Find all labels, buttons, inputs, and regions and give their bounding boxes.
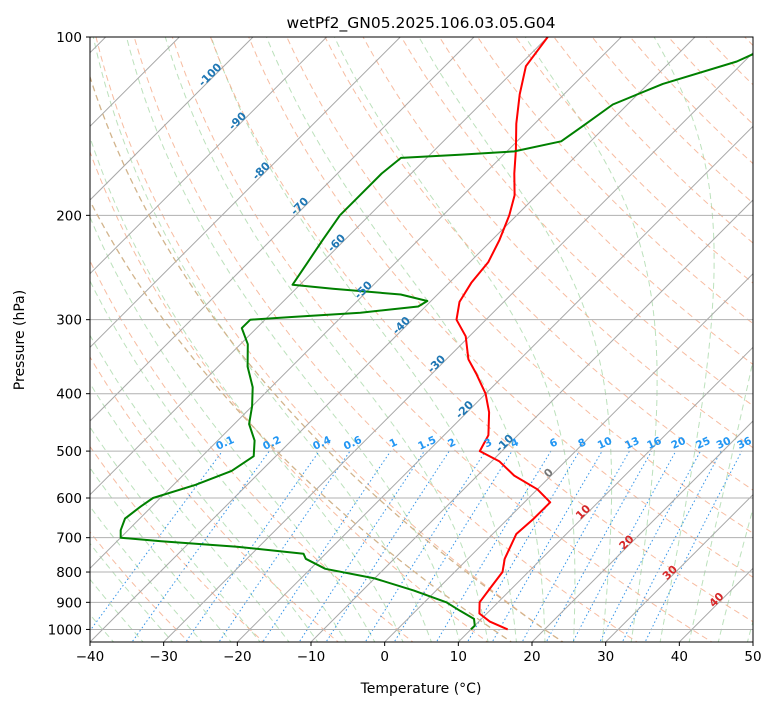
isobars (90, 37, 753, 630)
dry-adiabat-line (286, 37, 753, 534)
mixing-ratio-line (393, 450, 513, 642)
y-tick-label: 1000 (48, 622, 82, 638)
dry-adiabat-line (477, 37, 753, 325)
x-tick-label: 30 (597, 649, 614, 665)
x-tick-label: 10 (450, 649, 467, 665)
isotherm-line (90, 37, 328, 275)
moist-adiabat-line (653, 37, 715, 642)
y-tick-label: 200 (56, 208, 82, 224)
mixing-ratio-label: 25 (694, 435, 712, 452)
moist-adiabat-line (90, 279, 347, 642)
moist-adiabat-line (90, 135, 404, 642)
x-tick-label: −40 (76, 649, 105, 665)
mixing-ratio-label: 4 (509, 436, 521, 450)
x-tick-label: 20 (523, 649, 540, 665)
mixing-ratio-line (185, 450, 320, 642)
y-tick-label: 500 (56, 444, 82, 460)
x-tick-label: −20 (223, 649, 252, 665)
mixing-ratio-line (325, 450, 450, 642)
dewpoint-profile (119, 53, 753, 631)
y-tick-label: 800 (56, 565, 82, 581)
moist-adiabat-line (333, 37, 576, 642)
chart-title: wetPf2_GN05.2025.106.03.05.G04 (287, 14, 556, 33)
moist-adiabat-line (90, 382, 290, 642)
mixing-ratio-line (572, 450, 677, 642)
moist-adiabat-line (418, 37, 613, 642)
isotherm-line (604, 493, 753, 642)
dry-adiabat-line (90, 259, 414, 642)
x-tick-label: −30 (149, 649, 178, 665)
mixing-ratio-line (621, 450, 722, 642)
moist-adiabat-line (90, 215, 376, 642)
plot-area: 0.1 0.2 0.4 0.6 1 1.5 2 3 4 6 8 10 13 16 20 25 30 36-100-… (90, 37, 753, 642)
isotherm-line (383, 272, 753, 642)
isotherm-line (90, 37, 475, 422)
mixing-ratio-label: 16 (645, 435, 663, 452)
isotherm-line (90, 37, 254, 201)
mixing-ratio-label: 13 (623, 435, 641, 452)
dry-adiabat-line (248, 37, 753, 578)
y-tick-label: 400 (56, 387, 82, 403)
isotherm-line (236, 125, 753, 642)
mixing-ratio-label: 10 (596, 435, 614, 452)
isotherms (90, 37, 753, 642)
reference-curves (90, 74, 565, 642)
isotherm-line (90, 37, 402, 349)
isotherm-line (310, 199, 753, 642)
mixing-ratio-line (218, 450, 351, 642)
isotherm-line (162, 51, 753, 642)
y-tick-label: 100 (56, 30, 82, 46)
mixing-ratio-label: 6 (548, 436, 560, 450)
mixing-ratio-line (298, 450, 425, 642)
profiles (119, 37, 753, 631)
isotherm-line (90, 37, 181, 128)
y-tick-label: 600 (56, 491, 82, 507)
dry-adiabat-line (438, 37, 753, 365)
mixing-ratio-label: 36 (735, 435, 753, 452)
x-tick-label: 0 (380, 649, 389, 665)
isotherm-line (90, 37, 623, 570)
x-tick-label: 50 (744, 649, 761, 665)
y-tick-label: 300 (56, 313, 82, 329)
y-tick-label: 700 (56, 531, 82, 547)
moist-adiabat-line (266, 37, 546, 642)
mixing-ratio-line (90, 450, 223, 632)
reference-curve-line (90, 199, 513, 642)
mixing-ratio-label: 20 (669, 435, 687, 452)
x-tick-label: 40 (671, 649, 688, 665)
x-axis-label: Temperature (°C) (360, 681, 482, 697)
dry-adiabat-line (362, 37, 753, 449)
temperature-profile (455, 37, 552, 631)
y-axis-label: Pressure (hPa) (12, 290, 28, 390)
mixing-ratio-line (599, 450, 701, 642)
mixing-ratio-line (262, 450, 392, 642)
x-tick-label: −10 (297, 649, 326, 665)
moist-adiabat-line (90, 426, 261, 642)
mixing-ratio-line (466, 450, 580, 642)
mixing-ratio-label: 3 (482, 436, 494, 450)
y-tick-label: 900 (56, 595, 82, 611)
dry-adiabat-line (324, 37, 753, 491)
isotherm-line (457, 346, 753, 642)
moist-adiabat-line (90, 334, 319, 642)
plot-frame (89, 36, 754, 643)
moist-adiabat-line (524, 37, 658, 642)
isotherm-line (90, 37, 549, 496)
moist-adiabat-line (164, 37, 489, 642)
moist-adiabat-line (688, 358, 753, 642)
mixing-ratio-line (131, 450, 270, 642)
mixing-ratio-label: 2 (446, 436, 458, 450)
y-axis: 100 200 300 400 500 600 700 800 900 1000 (48, 30, 90, 638)
mixing-ratio-label: 30 (715, 435, 733, 452)
mixing-ratio-label: 8 (576, 436, 588, 450)
x-axis: −40 −30 −20 −10 0 10 20 30 40 50 (76, 642, 762, 665)
reference-curve-line (90, 74, 565, 642)
isotherm-line (531, 420, 753, 642)
mixing-ratio-label: 1 (388, 436, 400, 450)
dry-adiabat-line (400, 37, 753, 407)
